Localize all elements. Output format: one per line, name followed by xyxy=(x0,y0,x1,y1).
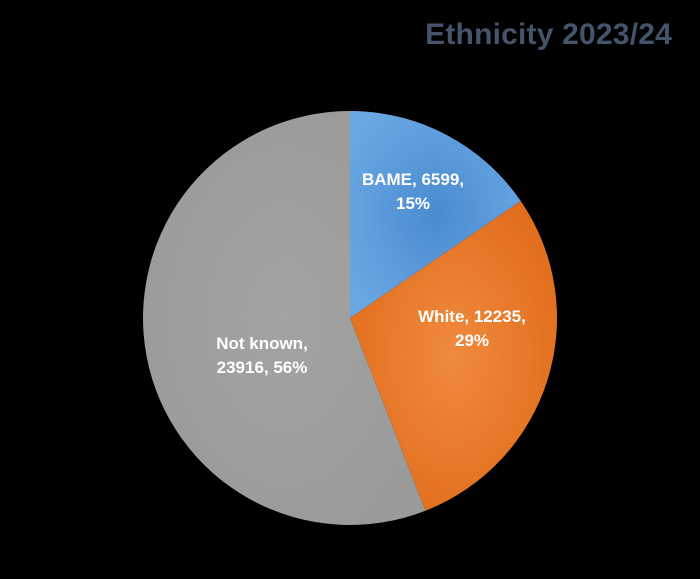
data-label-bame: BAME, 6599, 15% xyxy=(362,170,464,213)
pie-slice-bame xyxy=(350,111,521,318)
data-label-white: White, 12235, 29% xyxy=(418,307,526,350)
data-label-not-known: Not known, 23916, 56% xyxy=(216,334,308,377)
pie-slice-not-known xyxy=(143,111,426,525)
chart-title: Ethnicity 2023/24 xyxy=(425,18,672,51)
pie-slice-white xyxy=(350,200,557,511)
